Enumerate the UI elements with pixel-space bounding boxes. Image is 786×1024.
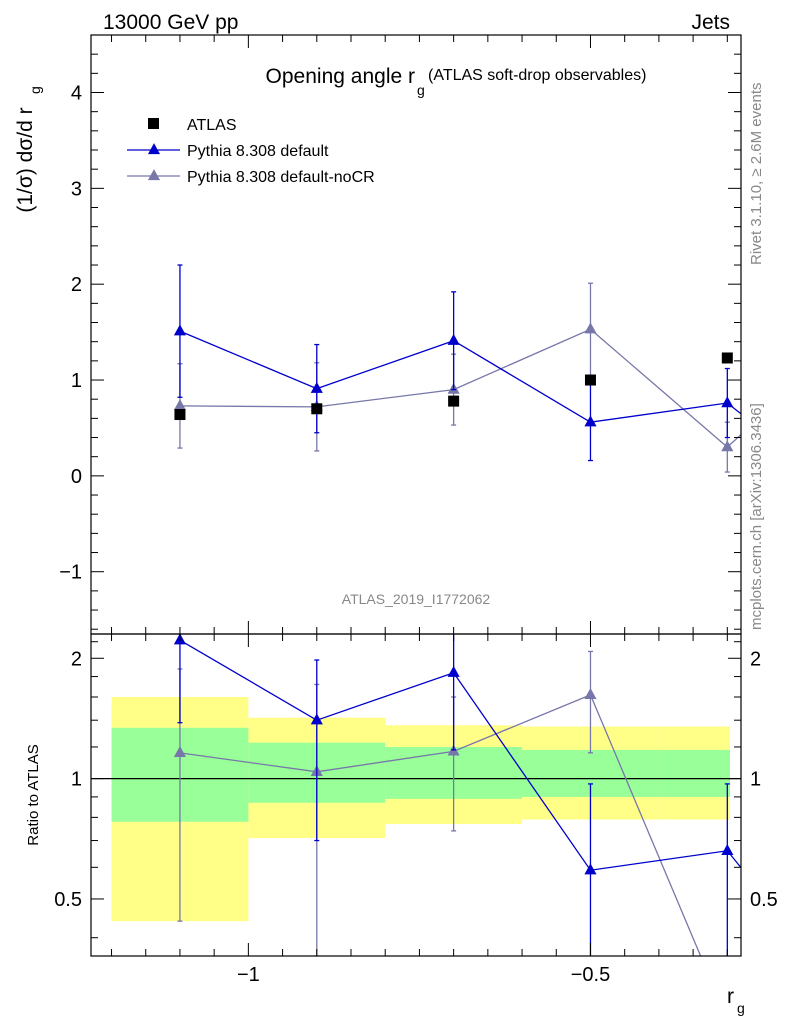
ratio-frame	[90, 633, 742, 957]
x-tick-label-1: −0.5	[571, 964, 610, 986]
x-axis-label: r	[727, 985, 734, 1008]
ratio-ylabel: Ratio to ATLAS	[25, 744, 42, 845]
ratio-ytick-label-left-0: 0.5	[54, 889, 82, 911]
main-pythia-8-308-default-point-2	[447, 333, 460, 345]
analysis-watermark: ATLAS_2019_I1772062	[342, 591, 491, 607]
mcplots-reference-label: mcplots.cern.ch [arXiv:1306.3436]	[748, 403, 765, 630]
legend-marker-pythia-8-308-default-nocr	[147, 169, 161, 181]
legend-label-pythia-8-308-default: Pythia 8.308 default	[187, 143, 329, 160]
main-ytick-label-0: 0	[71, 466, 82, 488]
main-panel-series	[173, 264, 741, 473]
ratio-ytick-label-right-1: 1	[750, 769, 761, 791]
main-ytick-label-1: 1	[71, 370, 82, 392]
main-pythia-8-308-default-nocr-point-4	[721, 440, 734, 452]
main-atlas-point-4	[721, 352, 733, 364]
ratio-pythia-8-308-default-point-3	[584, 863, 597, 875]
ratio-ytick-label-right-2: 2	[750, 648, 761, 670]
legend-marker-pythia-8-308-default	[147, 143, 161, 155]
main-pythia-8-308-default-point-0	[173, 324, 186, 336]
ratio-ytick-label-left-1: 1	[71, 769, 82, 791]
main-atlas-point-3	[584, 374, 596, 386]
ratio-pythia-8-308-default-nocr-point-0	[173, 746, 186, 758]
main-pythia-8-308-default-point-4	[721, 396, 734, 408]
rivet-version-label: Rivet 3.1.10, ≥ 2.6M events	[748, 83, 765, 266]
legend-label-atlas: ATLAS	[187, 117, 237, 134]
ratio-pythia-8-308-default-point-1	[310, 713, 323, 725]
main-pythia-8-308-default-nocr-point-0	[173, 399, 186, 411]
main-atlas-point-2	[448, 395, 460, 407]
main-ylabel: (1/σ) dσ/d r	[14, 107, 37, 212]
energy-label: 13000 GeV pp	[103, 11, 238, 34]
green-band-4	[658, 749, 730, 797]
legend-marker-atlas	[148, 118, 159, 129]
main-ylabel-group: (1/σ) dσ/d r g	[14, 86, 43, 212]
ratio-panel-bands	[91, 697, 741, 922]
main-pythia-8-308-default-point-3	[584, 415, 597, 427]
legend: ATLAS Pythia 8.308 default Pythia 8.308 de…	[127, 117, 375, 186]
chart-title-note: (ATLAS soft-drop observables)	[428, 67, 646, 84]
main-ytick-label--1: −1	[59, 562, 82, 584]
ratio-panel-axes: 0.5 0.5 1 1 2 2 −1 −0.5	[54, 633, 778, 986]
main-atlas-point-1	[311, 403, 323, 415]
ratio-pythia-8-308-default-point-4	[721, 843, 734, 855]
main-pythia-8-308-default-nocr-line	[179, 328, 741, 448]
ratio-pythia-8-308-default-point-2	[447, 665, 460, 677]
main-pythia-8-308-default-nocr-point-3	[584, 322, 597, 334]
main-pythia-8-308-default-point-1	[310, 381, 323, 393]
legend-label-pythia-8-308-default-nocr: Pythia 8.308 default-noCR	[187, 169, 375, 186]
ratio-pythia-8-308-default-line	[179, 639, 741, 871]
ratio-pythia-8-308-default-nocr-point-3	[584, 688, 597, 700]
main-ytick-label-4: 4	[71, 83, 82, 105]
chart-title-subscript: g	[417, 82, 425, 98]
chart-title: Opening angle r	[266, 65, 415, 88]
x-axis-label-subscript: g	[737, 1000, 745, 1016]
ratio-pythia-8-308-default-nocr-line	[179, 694, 702, 956]
main-ylabel-subscript: g	[27, 86, 43, 94]
process-label: Jets	[691, 11, 730, 34]
main-panel-axes: −1 0 1 2 3 4	[59, 34, 742, 635]
main-ytick-label-3: 3	[71, 178, 82, 200]
main-ytick-label-2: 2	[71, 274, 82, 296]
ratio-ytick-label-left-2: 2	[71, 648, 82, 670]
ratio-panel-series	[173, 634, 741, 956]
x-tick-label-0: −1	[237, 964, 260, 986]
main-atlas-point-0	[174, 409, 186, 421]
main-pythia-8-308-default-line	[179, 330, 741, 423]
ratio-ytick-label-right-0: 0.5	[750, 889, 778, 911]
